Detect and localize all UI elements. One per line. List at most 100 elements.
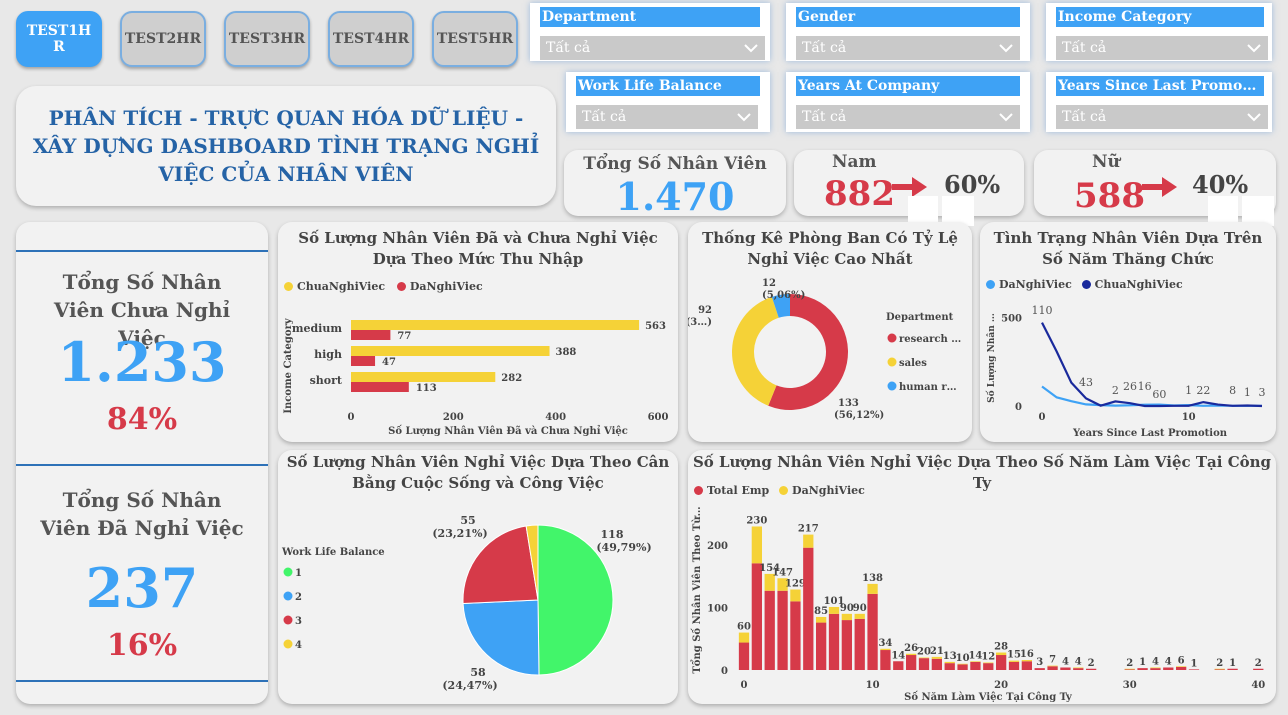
slicer-dropdown[interactable]: Tất cả <box>1056 36 1268 60</box>
tick-label: 600 <box>648 412 669 423</box>
bar <box>777 590 788 670</box>
data-label: 4 <box>1075 657 1082 668</box>
nav-button-5[interactable]: TEST5HR <box>432 11 518 67</box>
data-label: (56,12%) <box>834 410 884 421</box>
kpi-male-label: Nam <box>832 152 877 172</box>
bar <box>841 613 852 621</box>
slicer-dropdown[interactable]: Tất cả <box>796 105 1020 129</box>
data-label: 92 <box>698 305 712 316</box>
legend-label: 3 <box>295 616 302 627</box>
tick-label: 20 <box>994 680 1008 691</box>
legend-dot <box>887 333 897 343</box>
bar <box>931 656 942 659</box>
data-label: 230 <box>746 515 767 526</box>
data-label: 138 <box>862 573 883 584</box>
data-label: 60 <box>737 622 751 633</box>
bar <box>854 613 865 619</box>
data-label: 2 <box>1126 658 1133 669</box>
kpi-female-card: Nữ 588 40% <box>1034 150 1276 216</box>
tick-label: medium <box>292 322 343 335</box>
bar <box>1214 668 1225 670</box>
tick-label: short <box>310 374 343 387</box>
data-label: 1 <box>1185 384 1192 397</box>
data-label: 34 <box>878 638 892 649</box>
data-label: (49,79%) <box>596 541 651 554</box>
data-label: 1 <box>1191 658 1198 669</box>
data-label: 15 <box>1007 650 1021 661</box>
arrow-right-icon <box>892 177 927 197</box>
legend-item: DaNghiViec <box>396 280 483 293</box>
bar <box>351 356 376 366</box>
bar <box>944 663 955 670</box>
slicer-title: Department <box>540 7 760 27</box>
data-label: 47 <box>382 357 396 368</box>
tick-label: 0 <box>721 666 728 677</box>
bar <box>996 655 1007 670</box>
chevron-down-icon <box>1247 44 1261 53</box>
tick-label: 500 <box>1001 314 1022 325</box>
left-label: Tổng Số Nhân Viên Đã Nghỉ Việc <box>40 488 244 540</box>
tick-label: 0 <box>1015 402 1022 413</box>
bar <box>790 601 801 670</box>
legend-item: ChuaNghiViec <box>1081 278 1183 291</box>
slicer-dropdown[interactable]: Tất cả <box>576 105 758 129</box>
bar <box>816 616 827 623</box>
data-label: 118 <box>601 528 624 541</box>
slicer-title: Gender <box>796 7 1020 27</box>
legend-label: research … <box>899 334 961 345</box>
legend-title: Department <box>886 312 954 323</box>
nav-button-3[interactable]: TEST3HR <box>224 11 310 67</box>
bar <box>1073 667 1084 669</box>
pie-slice <box>462 525 539 605</box>
bar <box>738 642 750 670</box>
y-axis-label: Số Lượng Nhân … <box>985 313 997 403</box>
data-label: 58 <box>470 666 486 679</box>
bar <box>970 661 981 670</box>
y-axis-label: Tổng Số Nhân Viên Theo Từ… <box>691 506 703 673</box>
bar <box>970 661 981 662</box>
data-label: 563 <box>645 321 666 332</box>
bar <box>944 661 955 664</box>
slicer-title: Years At Company <box>796 76 1020 96</box>
data-label: 26 <box>1123 380 1137 393</box>
kpi-male-value: 882 <box>824 174 895 214</box>
slicer-dropdown[interactable]: Tất cả <box>1056 105 1268 129</box>
slicer-dropdown[interactable]: Tất cả <box>796 36 1020 60</box>
income-chart-card: Số Lượng Nhân Viên Đã và Chưa Nghỉ Việc … <box>278 222 678 442</box>
bar <box>351 372 496 382</box>
bar <box>764 573 775 591</box>
bar <box>351 346 550 356</box>
bar <box>931 658 942 670</box>
bar <box>1253 668 1264 670</box>
slicer-title: Work Life Balance <box>576 76 760 96</box>
legend: ChuaNghiViec DaNghiViec <box>284 280 483 293</box>
legend-label: human r… <box>899 382 957 393</box>
tick-label: 30 <box>1123 680 1137 691</box>
data-label: 101 <box>824 596 845 607</box>
bar <box>906 655 917 670</box>
data-label: 113 <box>416 383 437 394</box>
years-chart-card: Số Lượng Nhân Viên Nghỉ Việc Dựa Theo Số… <box>688 450 1276 704</box>
tick-label: 200 <box>443 412 464 423</box>
bar <box>983 663 994 670</box>
bar <box>854 618 865 670</box>
slicer: Work Life Balance Tất cả <box>566 72 770 132</box>
legend-item: ChuaNghiViec <box>284 280 385 293</box>
slicer-title: Income Category <box>1056 7 1264 27</box>
bar <box>1073 668 1084 670</box>
data-label: 28 <box>994 642 1008 653</box>
tick-label: 0 <box>1039 412 1046 423</box>
bar <box>1047 665 1058 667</box>
nav-button-2[interactable]: TEST2HR <box>120 11 206 67</box>
slicer-title: Years Since Last Promo… <box>1056 76 1264 96</box>
tick-label: 0 <box>348 412 355 423</box>
data-label: 90 <box>853 603 867 614</box>
data-label: 10 <box>956 653 970 664</box>
promotion-line-chart: Số Lượng Nhân … 0 500 0 10 Years Since Last P… <box>985 304 1266 439</box>
nav-button-4[interactable]: TEST4HR <box>328 11 414 67</box>
slicer-dropdown[interactable]: Tất cả <box>540 36 765 60</box>
nav-button-1[interactable]: TEST1H R <box>16 11 102 67</box>
page-title: PHÂN TÍCH - TRỰC QUAN HÓA DỮ LIỆU - XÂY … <box>32 106 540 186</box>
kpi-total-value: 1.470 <box>615 174 735 219</box>
